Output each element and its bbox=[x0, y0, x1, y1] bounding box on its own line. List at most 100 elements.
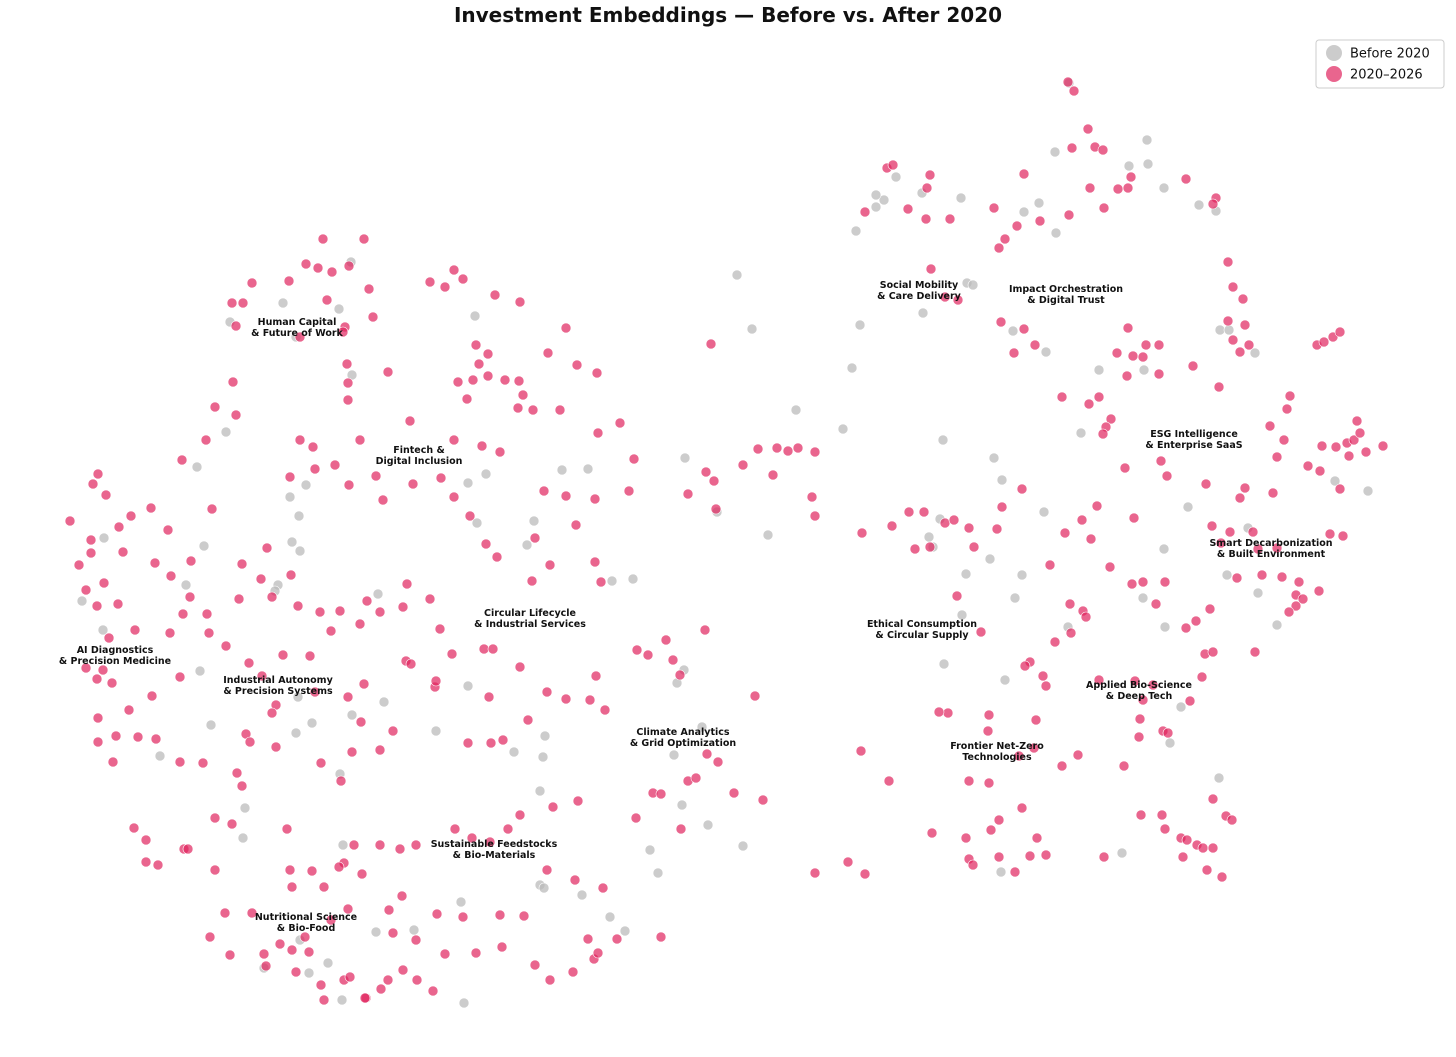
point bbox=[80, 584, 92, 596]
point bbox=[1111, 347, 1123, 359]
point bbox=[967, 279, 979, 291]
point bbox=[325, 914, 337, 926]
point bbox=[303, 967, 315, 979]
point bbox=[1180, 622, 1192, 634]
point bbox=[1213, 772, 1225, 784]
point bbox=[837, 423, 849, 435]
point bbox=[177, 608, 189, 620]
point bbox=[589, 493, 601, 505]
point bbox=[631, 644, 643, 656]
point bbox=[325, 625, 337, 637]
point bbox=[312, 262, 324, 274]
point bbox=[699, 624, 711, 636]
point bbox=[655, 788, 667, 800]
point bbox=[938, 658, 950, 670]
point bbox=[1314, 465, 1326, 477]
point bbox=[679, 452, 691, 464]
point bbox=[375, 983, 387, 995]
point bbox=[883, 775, 895, 787]
point bbox=[125, 510, 137, 522]
point bbox=[792, 442, 804, 454]
point bbox=[920, 213, 932, 225]
point bbox=[165, 570, 177, 582]
point bbox=[1256, 569, 1268, 581]
point bbox=[1197, 842, 1209, 854]
point bbox=[154, 750, 166, 762]
cluster-label-line: & Bio-Food bbox=[277, 923, 336, 934]
point bbox=[343, 260, 355, 272]
point bbox=[1158, 182, 1170, 194]
point bbox=[1161, 470, 1173, 482]
point bbox=[731, 269, 743, 281]
point bbox=[999, 674, 1011, 686]
point bbox=[233, 593, 245, 605]
point bbox=[590, 670, 602, 682]
point bbox=[569, 874, 581, 886]
point bbox=[182, 843, 194, 855]
point bbox=[1033, 197, 1045, 209]
point bbox=[462, 680, 474, 692]
cluster-label-line: Climate Analytics bbox=[636, 727, 729, 738]
point bbox=[696, 721, 708, 733]
point bbox=[592, 427, 604, 439]
point bbox=[746, 323, 758, 335]
point bbox=[336, 994, 348, 1006]
point bbox=[809, 510, 821, 522]
point bbox=[1222, 256, 1234, 268]
point bbox=[1271, 542, 1283, 554]
point bbox=[1231, 572, 1243, 584]
point bbox=[333, 861, 345, 873]
point bbox=[128, 822, 140, 834]
cluster-label-line: Social Mobility bbox=[880, 280, 959, 291]
point bbox=[1019, 660, 1031, 672]
point bbox=[514, 661, 526, 673]
point bbox=[544, 974, 556, 986]
point bbox=[508, 746, 520, 758]
point bbox=[749, 690, 761, 702]
cluster-label-line: & Grid Optimization bbox=[630, 738, 737, 749]
point bbox=[1159, 576, 1171, 588]
point bbox=[174, 671, 186, 683]
point bbox=[321, 294, 333, 306]
point bbox=[132, 731, 144, 743]
point bbox=[140, 834, 152, 846]
point bbox=[1091, 500, 1103, 512]
point bbox=[1207, 646, 1219, 658]
point bbox=[1104, 561, 1116, 573]
point bbox=[152, 859, 164, 871]
series bbox=[76, 77, 1374, 1009]
point bbox=[710, 503, 722, 515]
point bbox=[1247, 526, 1259, 538]
point bbox=[948, 514, 960, 526]
point bbox=[1243, 339, 1255, 351]
point bbox=[1337, 530, 1349, 542]
point bbox=[1140, 339, 1152, 351]
point bbox=[737, 840, 749, 852]
point bbox=[266, 707, 278, 719]
point bbox=[315, 757, 327, 769]
point bbox=[293, 510, 305, 522]
point bbox=[752, 443, 764, 455]
point bbox=[1075, 427, 1087, 439]
point bbox=[382, 366, 394, 378]
point bbox=[1083, 398, 1095, 410]
point bbox=[537, 751, 549, 763]
point bbox=[333, 303, 345, 315]
point bbox=[983, 709, 995, 721]
point bbox=[424, 593, 436, 605]
point bbox=[1080, 611, 1092, 623]
point bbox=[284, 491, 296, 503]
point bbox=[541, 864, 553, 876]
point bbox=[1276, 571, 1288, 583]
point bbox=[1190, 615, 1202, 627]
point bbox=[1127, 350, 1139, 362]
point bbox=[1271, 619, 1283, 631]
point bbox=[782, 445, 794, 457]
point bbox=[1159, 823, 1171, 835]
point bbox=[1278, 434, 1290, 446]
point bbox=[494, 909, 506, 921]
point bbox=[1226, 814, 1238, 826]
point bbox=[878, 194, 890, 206]
point bbox=[1016, 569, 1028, 581]
point bbox=[956, 609, 968, 621]
